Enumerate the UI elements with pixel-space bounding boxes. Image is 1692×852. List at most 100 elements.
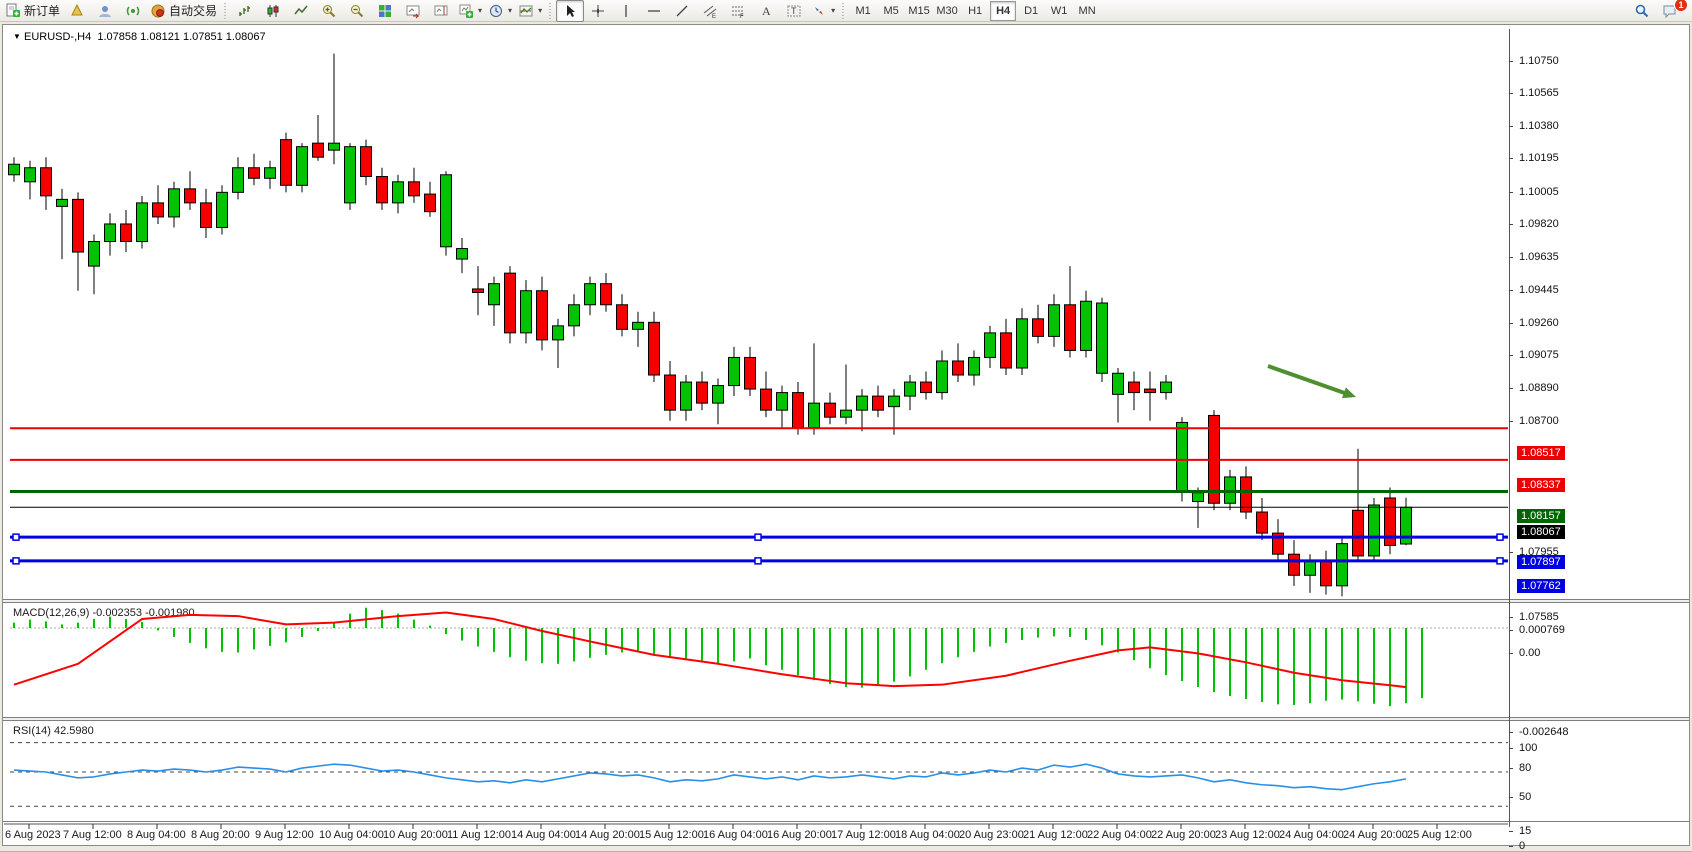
timeframe-h1-button[interactable]: H1 bbox=[968, 4, 983, 17]
chart-shift-button[interactable] bbox=[427, 0, 455, 22]
auto-scroll-icon bbox=[405, 3, 421, 19]
trendline-button[interactable] bbox=[668, 0, 696, 22]
text-button[interactable]: A bbox=[752, 0, 780, 22]
notifications-button[interactable]: 1 bbox=[1656, 0, 1688, 22]
chart-window[interactable]: ▼ EURUSD-,H4 1.07858 1.08121 1.07851 1.0… bbox=[2, 24, 1690, 852]
toolbar-grip bbox=[841, 2, 847, 19]
arrows-button[interactable]: ▾ bbox=[808, 0, 838, 22]
channel-button[interactable]: E bbox=[696, 0, 724, 22]
price-axis-label: 1.09445 bbox=[1519, 284, 1559, 297]
time-axis-label: 6 Aug 2023 bbox=[5, 829, 61, 841]
chevron-down-icon[interactable]: ▾ bbox=[478, 6, 483, 15]
rsi-axis-tick bbox=[1509, 767, 1513, 769]
rsi-axis-tick bbox=[1509, 846, 1513, 847]
chevron-down-icon[interactable]: ▾ bbox=[538, 6, 543, 15]
crosshair-button[interactable] bbox=[584, 0, 612, 22]
rsi-axis-label: 50 bbox=[1519, 791, 1532, 803]
rsi-axis-tick bbox=[1509, 797, 1513, 798]
price-axis-label: 1.10750 bbox=[1519, 55, 1559, 67]
toolbar: 新订单 自动交易 ▾ ▾ ▾ E F A T ▾ M1 M5 M15 M30 H1 H4 D1 W1 MN 1 bbox=[0, 0, 1692, 22]
clock-button[interactable]: ▾ bbox=[485, 0, 515, 22]
line-chart-button[interactable] bbox=[287, 0, 315, 22]
chevron-down-icon[interactable]: ▾ bbox=[508, 6, 513, 15]
price-axis-label: 1.09635 bbox=[1519, 250, 1559, 263]
timeframe-mn-button[interactable]: MN bbox=[1078, 4, 1096, 17]
price-axis-tick bbox=[1509, 355, 1513, 357]
autotrading-icon-label: 自动交易 bbox=[169, 4, 218, 18]
time-axis-label: 22 Aug 20:00 bbox=[1151, 829, 1216, 841]
rsi-axis-tick bbox=[1509, 831, 1513, 833]
candle-chart-button[interactable] bbox=[259, 0, 287, 22]
autotrading-button[interactable]: 自动交易 bbox=[147, 0, 220, 22]
cursor-icon bbox=[562, 3, 578, 19]
time-axis-label: 20 Aug 23:00 bbox=[959, 829, 1024, 841]
price-axis-tick bbox=[1509, 158, 1513, 160]
price-line-badge: 1.08067 bbox=[1517, 525, 1565, 540]
vline-button[interactable] bbox=[612, 0, 640, 22]
trendline-icon bbox=[674, 3, 690, 19]
rsi-axis-label: 100 bbox=[1519, 742, 1538, 754]
auto-scroll-button[interactable] bbox=[399, 0, 427, 22]
timeframe-d1-button[interactable]: D1 bbox=[1024, 4, 1039, 17]
cursor-button[interactable] bbox=[556, 0, 585, 22]
chevron-down-icon[interactable]: ▾ bbox=[831, 6, 836, 15]
macd-pane-divider[interactable] bbox=[3, 599, 1689, 603]
line-chart-icon bbox=[293, 3, 309, 19]
signals-button[interactable] bbox=[119, 0, 147, 22]
zoom-out-button[interactable] bbox=[343, 0, 371, 22]
clock-icon bbox=[488, 3, 504, 19]
timeframe-m1-button[interactable]: M1 bbox=[855, 4, 871, 17]
zoom-in-button[interactable] bbox=[315, 0, 343, 22]
price-axis-label: 1.10005 bbox=[1519, 185, 1559, 198]
macd-axis-label: -0.002648 bbox=[1519, 725, 1569, 738]
alert-button[interactable] bbox=[63, 0, 91, 22]
time-axis-label: 14 Aug 20:00 bbox=[575, 829, 640, 841]
toolbar-grip bbox=[223, 2, 229, 19]
time-axis-divider bbox=[3, 821, 1689, 824]
macd-main-value: -0.002353 bbox=[92, 607, 143, 619]
timeframe-h4-button[interactable]: H4 bbox=[990, 0, 1017, 21]
chart-collapse-icon[interactable]: ▼ bbox=[13, 32, 21, 41]
new-order-icon-label: 新订单 bbox=[24, 4, 61, 18]
channel-icon: E bbox=[702, 3, 718, 19]
timeframe-m30-button[interactable]: M30 bbox=[936, 4, 958, 17]
price-axis-tick bbox=[1509, 256, 1513, 258]
price-line-badge: 1.08337 bbox=[1517, 477, 1565, 492]
rsi-pane-divider[interactable] bbox=[3, 717, 1689, 721]
price-axis-label: 1.07585 bbox=[1519, 610, 1559, 623]
tile-windows-button[interactable] bbox=[371, 0, 399, 22]
macd-axis-tick bbox=[1509, 653, 1513, 654]
price-axis-label: 1.09820 bbox=[1519, 218, 1559, 231]
autotrading-icon bbox=[150, 3, 166, 19]
price-line-badge: 1.08517 bbox=[1517, 446, 1565, 461]
bar-chart-button[interactable] bbox=[231, 0, 259, 22]
new-chart-button[interactable]: ▾ bbox=[455, 0, 485, 22]
timeframe-w1-button[interactable]: W1 bbox=[1050, 4, 1068, 17]
timeframe-m15-button[interactable]: M15 bbox=[908, 4, 930, 17]
zoom-in-icon bbox=[321, 3, 337, 19]
svg-text:F: F bbox=[740, 14, 744, 19]
macd-axis-tick bbox=[1509, 630, 1513, 632]
text-label-button[interactable]: T bbox=[780, 0, 808, 22]
indicators-button[interactable]: ▾ bbox=[515, 0, 545, 22]
new-order-button[interactable]: 新订单 bbox=[2, 0, 63, 22]
price-axis-label: 1.09075 bbox=[1519, 349, 1559, 362]
time-axis-label: 23 Aug 12:00 bbox=[1215, 829, 1280, 841]
tile-windows-icon bbox=[377, 3, 393, 19]
time-axis-label: 8 Aug 04:00 bbox=[127, 829, 186, 841]
fibonacci-button[interactable]: F bbox=[724, 0, 752, 22]
price-axis-tick bbox=[1509, 290, 1513, 292]
price-axis-tick bbox=[1509, 421, 1513, 423]
price-axis-line[interactable] bbox=[1509, 29, 1510, 827]
community-button[interactable] bbox=[91, 0, 119, 22]
indicators-icon bbox=[518, 3, 534, 19]
hline-button[interactable] bbox=[640, 0, 668, 22]
search-button[interactable] bbox=[1628, 0, 1656, 22]
rsi-axis-label: 0 bbox=[1519, 840, 1526, 852]
time-axis-label: 8 Aug 20:00 bbox=[191, 829, 250, 841]
timeframe-m5-button[interactable]: M5 bbox=[883, 4, 899, 17]
alert-icon bbox=[69, 3, 85, 19]
text-label-icon: T bbox=[786, 3, 802, 19]
arrows-icon bbox=[811, 3, 827, 19]
